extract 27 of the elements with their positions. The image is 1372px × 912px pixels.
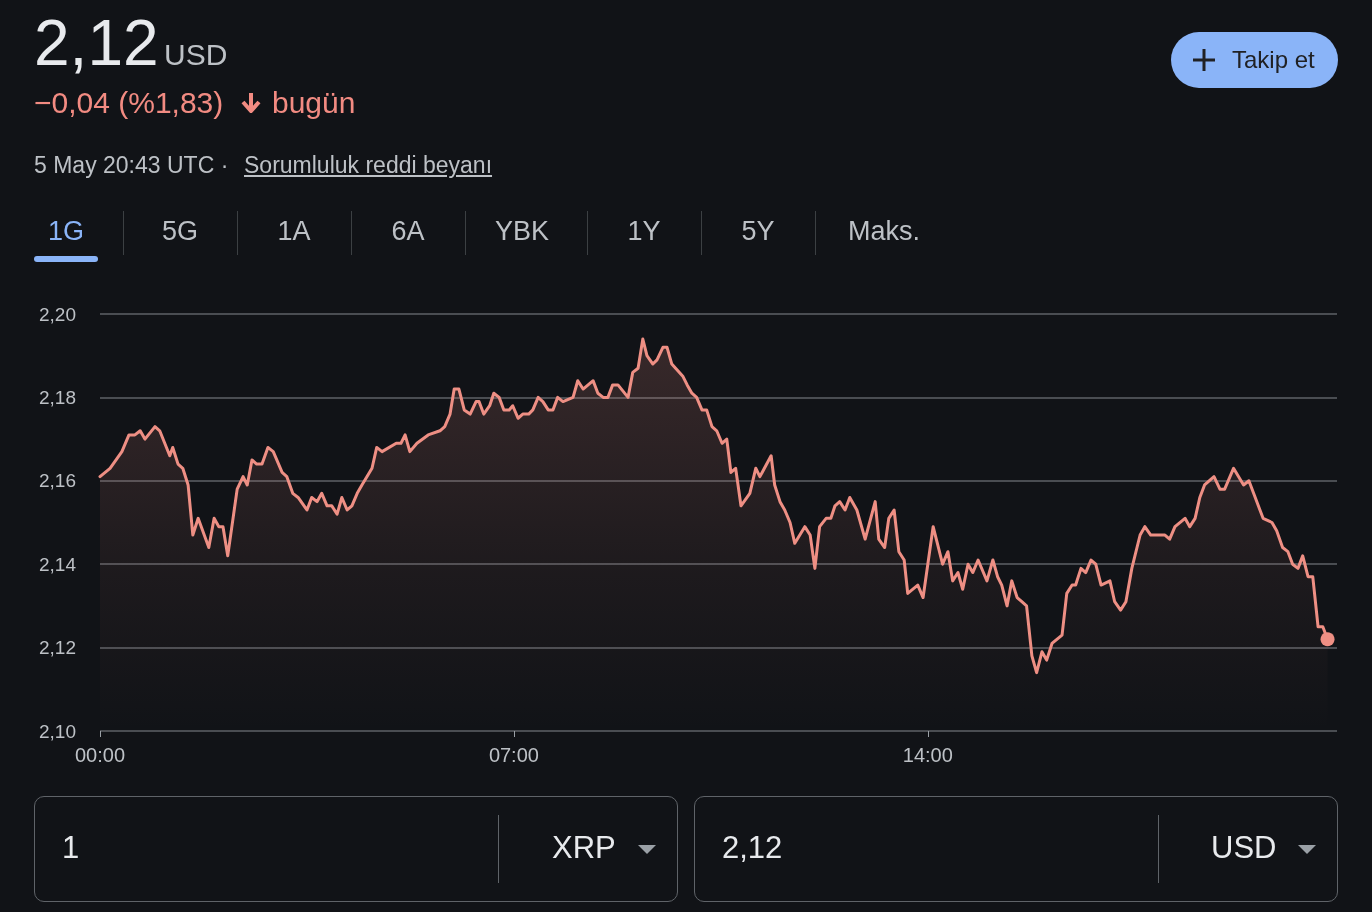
text: Takip et	[1232, 46, 1315, 74]
text: USD	[1211, 830, 1277, 866]
text: Maks.	[848, 216, 921, 247]
text: USD	[164, 38, 228, 72]
text: 5 May 20:43 UTC ·	[34, 152, 229, 179]
text: 1A	[276, 216, 312, 247]
text: 2,12	[722, 830, 783, 866]
text: 1Y	[626, 216, 662, 247]
text: 5G	[161, 216, 199, 247]
text: −0,04 (%1,83)	[34, 86, 224, 120]
y-tick-label: 2,12	[39, 637, 76, 659]
x-tick-label: 00:00	[74, 744, 126, 766]
y-tick-label: 2,18	[39, 386, 76, 408]
y-tick-label: 2,14	[39, 553, 77, 575]
text: 5Y	[740, 216, 776, 247]
text: 1	[62, 830, 80, 866]
text: XRP	[552, 830, 616, 866]
text: 6A	[390, 216, 426, 247]
text: Sorumluluk reddi beyanı	[244, 152, 493, 179]
y-tick-label: 2,20	[39, 303, 76, 325]
y-tick-label: 2,16	[39, 470, 76, 492]
x-tick-label: 07:00	[488, 744, 539, 766]
text: bugün	[272, 86, 356, 120]
y-tick-label: 2,10	[39, 720, 76, 742]
x-tick-label: 14:00	[902, 744, 953, 766]
text: YBK	[494, 216, 550, 247]
text: 1G	[47, 216, 85, 247]
